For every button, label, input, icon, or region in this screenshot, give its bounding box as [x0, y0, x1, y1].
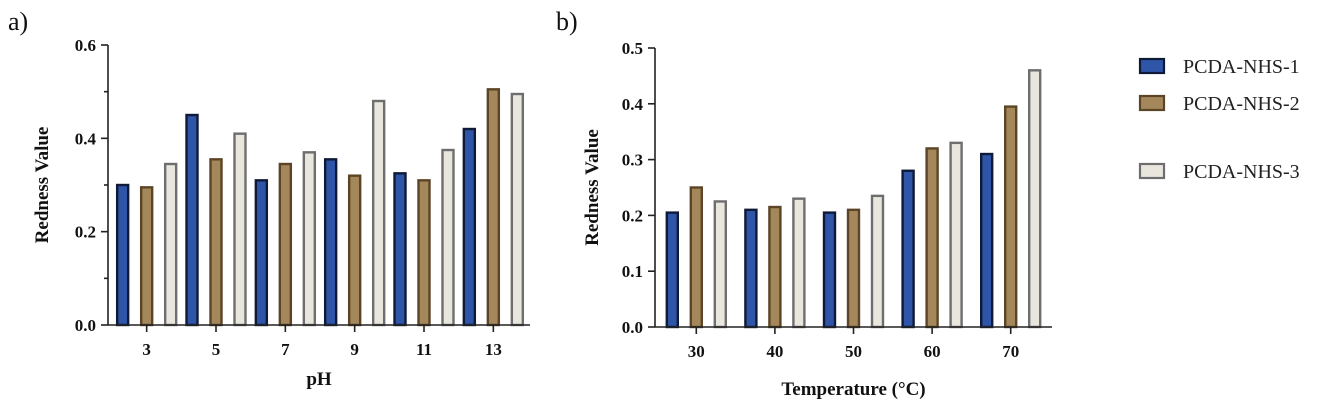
- panel-label-a: a): [8, 7, 28, 36]
- chart-a-bar-pcda-nhs-3-3: [163, 162, 178, 327]
- chart-a: a) 0.0 0.2 0.4 0.6 3 5 7 9 11 13 Redness Value p…: [8, 7, 530, 390]
- chart-b-bar-pcda-nhs-1-60: [901, 169, 915, 329]
- chart-b-y-tick-label: 0.5: [622, 39, 643, 58]
- chart-b-y-tick-label: 0.1: [622, 262, 643, 281]
- chart-b-bars: [665, 69, 1042, 329]
- chart-a-bar-pcda-nhs-3-7: [302, 151, 317, 327]
- chart-b-x-tick-label: 50: [845, 342, 862, 361]
- chart-a-x-tick-label: 11: [416, 340, 432, 359]
- chart-a-bar-pcda-nhs-1-11: [393, 172, 407, 327]
- panel-label-b: b): [556, 7, 578, 36]
- chart-a-y-axis-title: Redness Value: [32, 127, 53, 244]
- chart-b-x-tick-label: 40: [766, 342, 783, 361]
- chart-a-bar-pcda-nhs-3-13: [510, 92, 525, 327]
- chart-b-y-axis-title: Redness Value: [582, 129, 603, 246]
- chart-a-bar-pcda-nhs-2-5: [209, 158, 223, 327]
- chart-a-x-ticks: 3 5 7 9 11 13: [142, 325, 502, 359]
- chart-b-y-tick-label: 0.0: [622, 318, 643, 337]
- chart-a-bars: [115, 88, 525, 327]
- chart-b-bar-pcda-nhs-3-40: [792, 197, 806, 329]
- chart-a-bar-pcda-nhs-1-13: [462, 127, 477, 327]
- chart-b-bar-pcda-nhs-2-70: [1004, 105, 1018, 329]
- chart-b-bar-pcda-nhs-1-50: [822, 211, 837, 329]
- chart-b-bar-pcda-nhs-2-60: [925, 147, 939, 329]
- chart-a-x-tick-label: 7: [281, 340, 290, 359]
- legend-swatch-series-2: [1138, 94, 1166, 112]
- chart-a-y-ticks: 0.0 0.2 0.4 0.6: [75, 36, 108, 335]
- chart-b-y-tick-label: 0.2: [622, 206, 643, 225]
- chart-b-x-tick-label: 30: [688, 342, 705, 361]
- chart-a-y-tick-label: 0.2: [75, 223, 96, 242]
- chart-b: b) 0.0 0.1 0.2 0.3 0.4 0.5 30 40 50 60 70 Redness…: [556, 7, 1052, 400]
- chart-a-bar-pcda-nhs-1-7: [254, 179, 269, 327]
- chart-a-bar-pcda-nhs-1-9: [323, 158, 338, 327]
- chart-a-bar-pcda-nhs-2-9: [347, 174, 362, 327]
- chart-b-bar-pcda-nhs-3-60: [949, 141, 963, 329]
- chart-b-bar-pcda-nhs-1-40: [744, 208, 758, 329]
- chart-a-bar-pcda-nhs-3-11: [441, 148, 455, 327]
- chart-a-bar-pcda-nhs-2-11: [417, 179, 431, 327]
- chart-a-x-tick-label: 5: [212, 340, 221, 359]
- legend: PCDA-NHS-1 PCDA-NHS-2 PCDA-NHS-3: [1138, 56, 1300, 183]
- chart-b-y-ticks: 0.0 0.1 0.2 0.3 0.4 0.5: [622, 39, 655, 337]
- chart-a-bar-pcda-nhs-2-13: [486, 88, 501, 327]
- chart-b-bar-pcda-nhs-3-30: [713, 200, 727, 329]
- chart-b-bar-pcda-nhs-1-30: [665, 211, 679, 329]
- chart-b-bar-pcda-nhs-2-30: [689, 186, 703, 329]
- chart-b-bar-pcda-nhs-2-40: [768, 205, 782, 329]
- chart-a-x-axis-title: pH: [306, 369, 332, 390]
- chart-a-bar-pcda-nhs-1-5: [185, 113, 199, 327]
- chart-b-x-tick-label: 70: [1002, 342, 1019, 361]
- chart-a-bar-pcda-nhs-2-3: [139, 186, 154, 327]
- chart-a-y-tick-label: 0.0: [75, 316, 96, 335]
- chart-a-x-tick-label: 9: [350, 340, 359, 359]
- chart-a-x-tick-label: 3: [142, 340, 151, 359]
- chart-b-bar-pcda-nhs-3-50: [870, 194, 885, 329]
- legend-swatch-series-3: [1138, 162, 1166, 180]
- legend-label-series-3: PCDA-NHS-3: [1183, 161, 1300, 183]
- chart-b-y-tick-label: 0.3: [622, 151, 643, 170]
- chart-a-y-tick-label: 0.4: [75, 129, 97, 148]
- chart-b-x-tick-label: 60: [924, 342, 941, 361]
- chart-a-bar-pcda-nhs-1-3: [115, 183, 130, 327]
- chart-b-x-ticks: 30 40 50 60 70: [688, 327, 1019, 361]
- legend-swatch-series-1: [1138, 57, 1166, 75]
- chart-a-bar-pcda-nhs-3-9: [371, 99, 386, 327]
- chart-a-bar-pcda-nhs-3-5: [233, 132, 247, 327]
- chart-b-bar-pcda-nhs-3-70: [1027, 69, 1042, 329]
- chart-b-bar-pcda-nhs-2-50: [846, 208, 861, 329]
- chart-b-bar-pcda-nhs-1-70: [980, 152, 994, 329]
- chart-a-x-tick-label: 13: [485, 340, 502, 359]
- chart-b-x-axis-title: Temperature (°C): [781, 379, 925, 400]
- chart-a-bar-pcda-nhs-2-7: [278, 162, 293, 327]
- legend-label-series-1: PCDA-NHS-1: [1183, 56, 1300, 78]
- chart-b-y-tick-label: 0.4: [622, 95, 644, 114]
- chart-a-y-tick-label: 0.6: [75, 36, 96, 55]
- legend-label-series-2: PCDA-NHS-2: [1183, 93, 1300, 115]
